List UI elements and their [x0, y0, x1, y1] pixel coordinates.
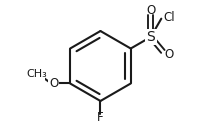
Text: S: S — [146, 30, 155, 44]
Text: CH₃: CH₃ — [27, 69, 47, 79]
Text: F: F — [97, 111, 104, 124]
Text: O: O — [146, 4, 155, 17]
Text: O: O — [164, 48, 173, 62]
Text: O: O — [49, 77, 58, 90]
Text: Cl: Cl — [163, 11, 175, 24]
